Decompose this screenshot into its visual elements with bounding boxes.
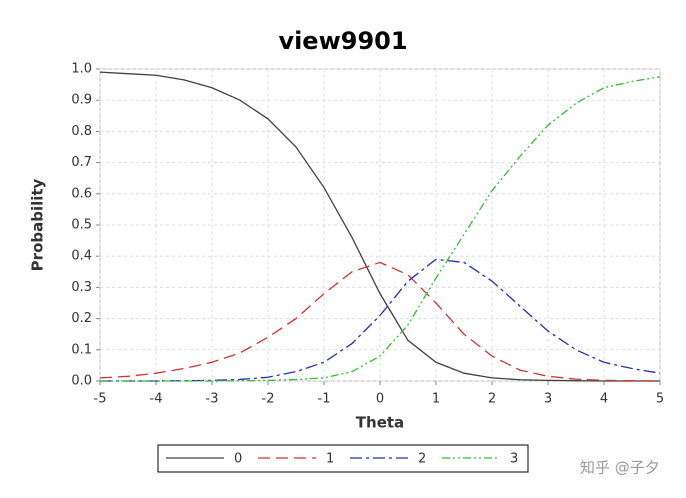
y-tick-label: 0.7 bbox=[71, 155, 92, 170]
x-tick-label: 2 bbox=[488, 392, 496, 407]
x-tick-label: -1 bbox=[318, 392, 331, 407]
legend-box bbox=[157, 444, 529, 473]
y-tick-label: 0.4 bbox=[71, 249, 92, 264]
y-tick-label: 0.3 bbox=[71, 280, 92, 295]
x-tick-label: 3 bbox=[544, 392, 552, 407]
y-tick-label: 0.2 bbox=[71, 311, 92, 326]
y-tick-label: 0.6 bbox=[71, 186, 92, 201]
watermark: 知乎 @子夕 bbox=[580, 459, 660, 477]
series-line bbox=[99, 71, 660, 382]
y-tick-label: 1.0 bbox=[71, 62, 92, 77]
x-tick-label: -5 bbox=[94, 392, 107, 407]
x-tick-label: -3 bbox=[206, 392, 219, 407]
x-axis-label: Theta bbox=[356, 414, 404, 432]
x-tick-label: -2 bbox=[262, 392, 275, 407]
x-tick-label: 5 bbox=[656, 392, 664, 407]
x-tick-label: -4 bbox=[150, 392, 163, 407]
legend-label: 2 bbox=[418, 452, 426, 467]
y-tick-label: 0.5 bbox=[71, 218, 92, 233]
x-tick-label: 1 bbox=[432, 392, 440, 407]
x-tick-label: 4 bbox=[600, 392, 608, 407]
chart-title: view9901 bbox=[278, 27, 407, 55]
y-tick-label: 0.9 bbox=[71, 93, 92, 108]
series-line bbox=[100, 76, 661, 382]
y-tick-label: 0.0 bbox=[71, 374, 92, 389]
legend-label: 3 bbox=[510, 452, 518, 467]
x-tick-label: 0 bbox=[376, 392, 384, 407]
series-line bbox=[99, 261, 661, 382]
legend-label: 1 bbox=[326, 452, 334, 467]
y-tick-label: 0.1 bbox=[71, 342, 92, 357]
legend-label: 0 bbox=[234, 452, 242, 467]
series-line bbox=[100, 258, 661, 382]
y-axis-label: Probability bbox=[29, 178, 47, 271]
y-tick-label: 0.8 bbox=[71, 124, 92, 139]
